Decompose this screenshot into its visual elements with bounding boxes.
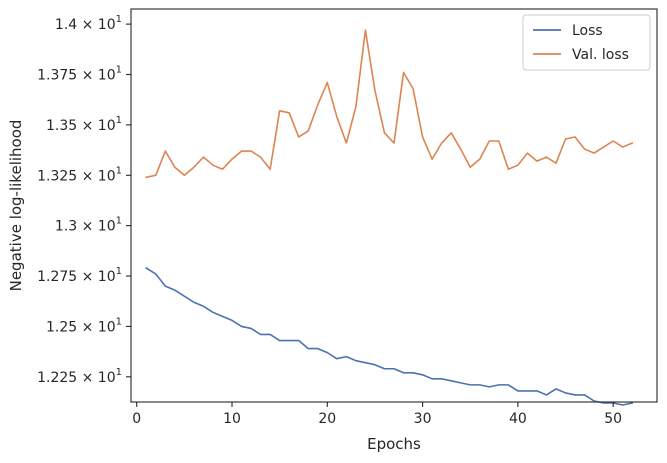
legend: Loss Val. loss	[522, 14, 651, 71]
y-tick-label: 1.25 × 101	[46, 316, 122, 335]
y-axis-label: Negative log-likelihood	[7, 120, 25, 292]
y-tick-label: 1.375 × 101	[37, 65, 122, 84]
y-tick-label: 1.3 × 101	[55, 216, 122, 235]
y-tick-label: 1.225 × 101	[37, 367, 122, 386]
plot-area	[131, 9, 657, 402]
x-tick-label: 10	[223, 411, 241, 427]
y-tick-label: 1.4 × 101	[55, 14, 122, 33]
x-tick-label: 50	[604, 411, 622, 427]
axes-border	[130, 8, 658, 403]
x-tick-label: 40	[509, 411, 527, 427]
legend-label-loss: Loss	[572, 23, 603, 39]
series-line-loss	[145, 266, 634, 406]
x-tick-label: 30	[414, 411, 432, 427]
x-axis-label: Epochs	[367, 435, 421, 453]
x-tick-label: 0	[132, 411, 141, 427]
legend-box	[522, 14, 651, 71]
series-line-val-loss	[145, 29, 634, 179]
series-layer	[145, 29, 634, 406]
y-tick-label: 1.325 × 101	[37, 165, 122, 184]
y-axis-ticks: 1.225 × 101 1.25 × 101 1.275 × 101 1.3 × 10…	[37, 14, 131, 386]
legend-label-val-loss: Val. loss	[572, 47, 629, 63]
x-tick-label: 20	[318, 411, 336, 427]
y-tick-label: 1.275 × 101	[37, 266, 122, 285]
x-axis-ticks: 0 10 20 30 40 50	[132, 402, 622, 427]
axes-frame	[130, 8, 658, 403]
y-tick-label: 1.35 × 101	[46, 115, 122, 134]
